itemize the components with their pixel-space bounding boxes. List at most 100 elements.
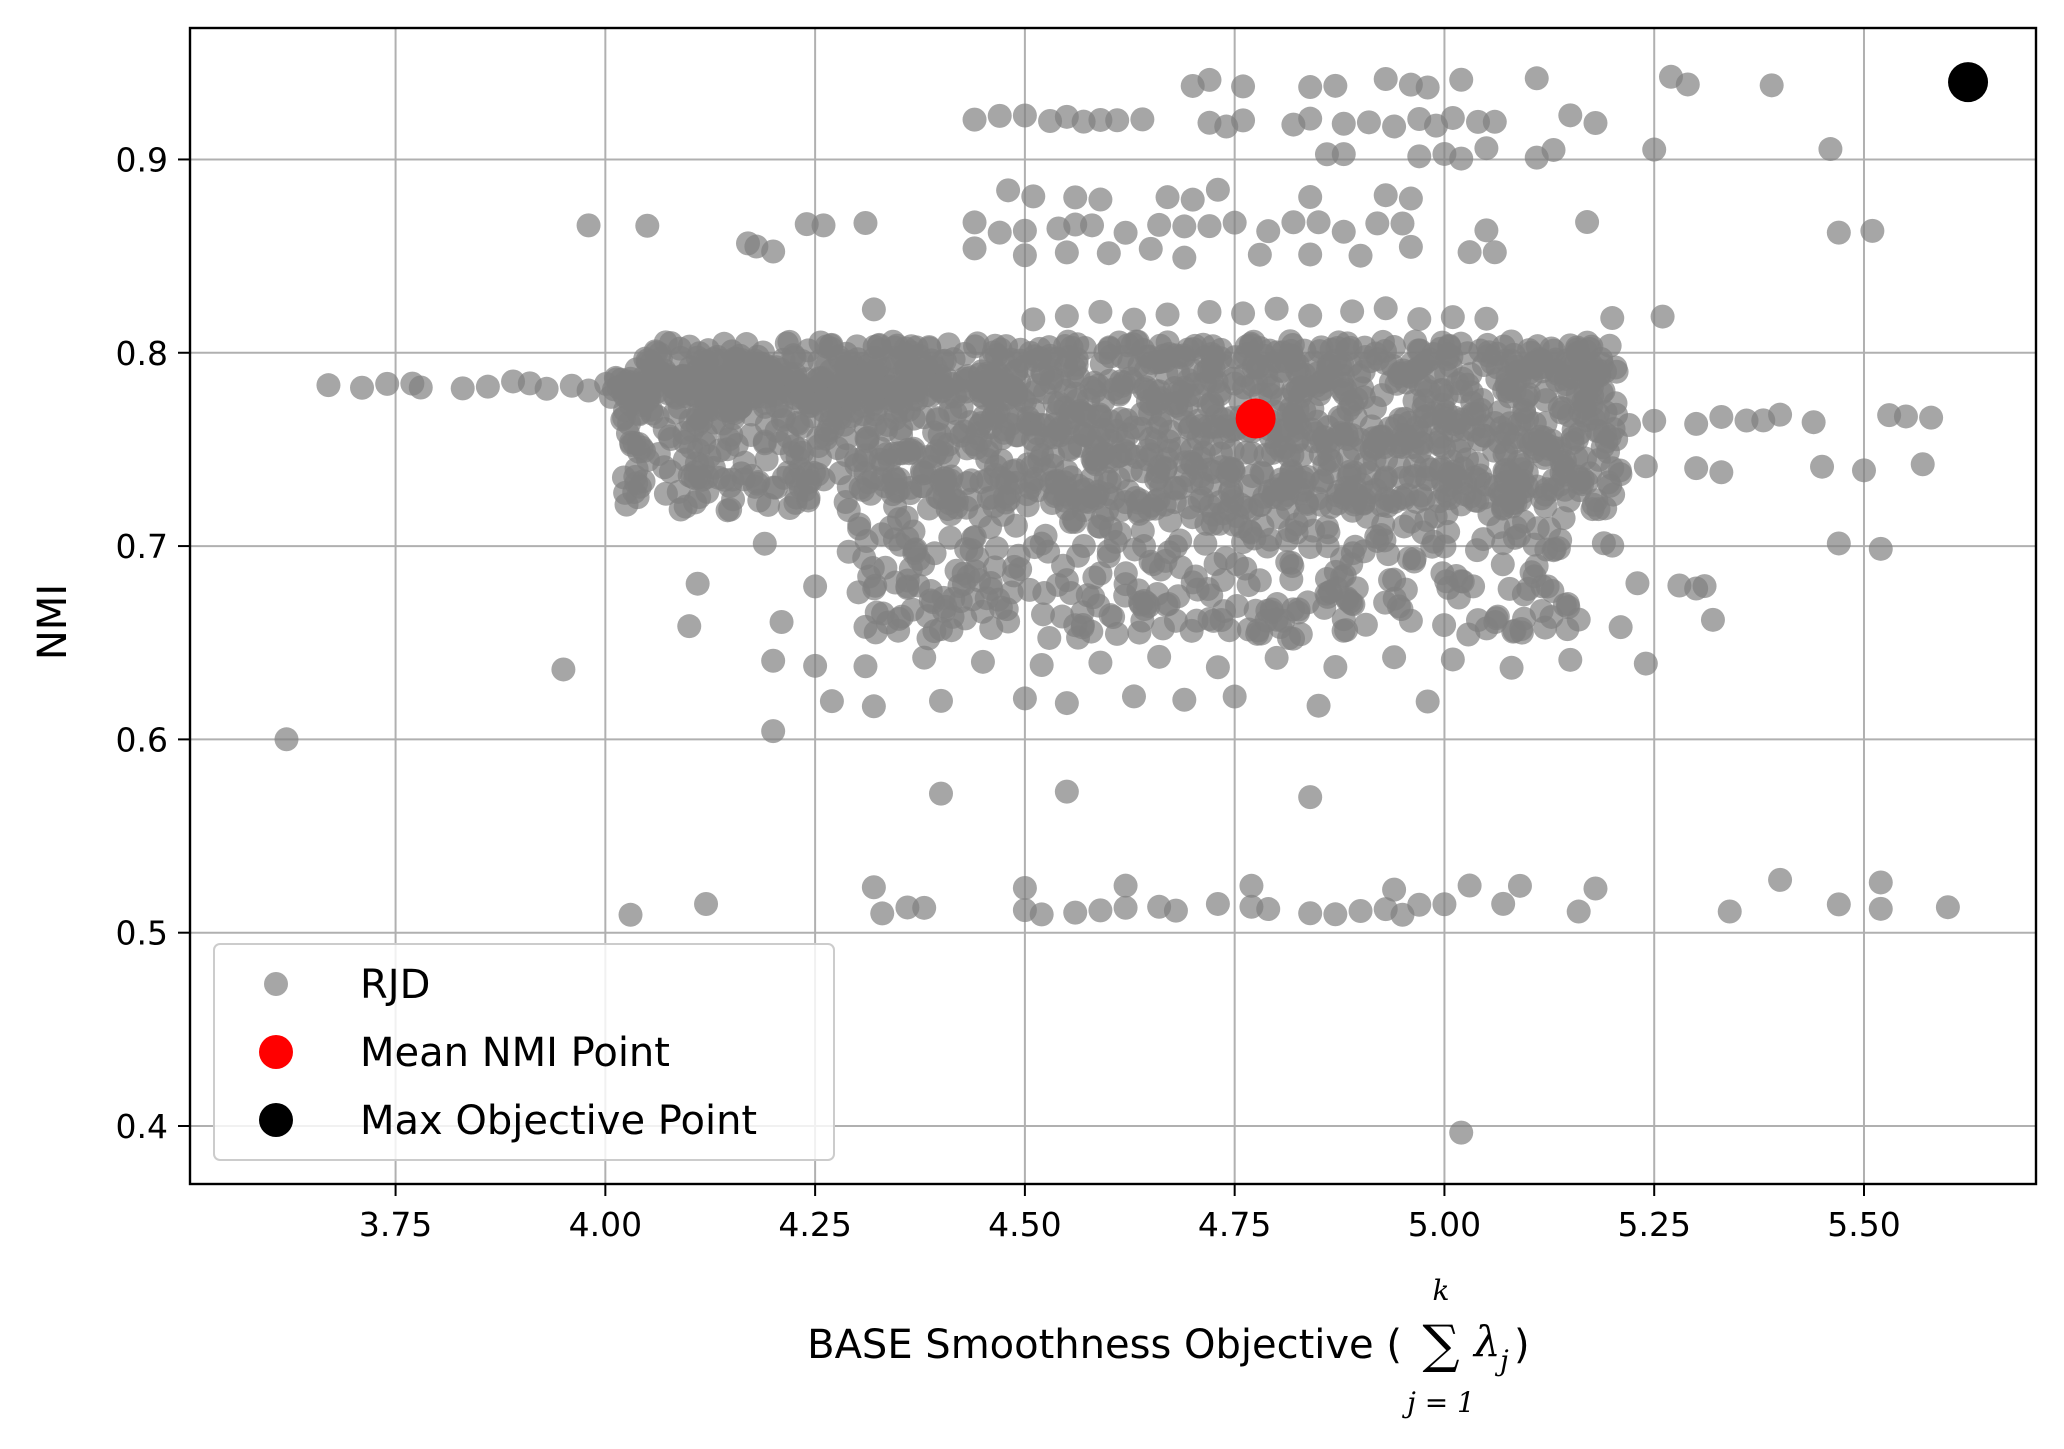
- rjd-point: [1443, 465, 1468, 490]
- rjd-point: [1541, 538, 1566, 563]
- rjd-point: [1222, 210, 1247, 235]
- rjd-point: [1031, 602, 1056, 627]
- rjd-point: [618, 902, 643, 927]
- rjd-point: [1528, 424, 1553, 449]
- rjd-point: [1172, 245, 1197, 270]
- rjd-point: [1295, 590, 1320, 615]
- rjd-point: [1382, 114, 1407, 139]
- x-axis-sum-top: k: [1433, 1274, 1450, 1307]
- rjd-point: [1126, 490, 1151, 515]
- rjd-point: [1166, 380, 1191, 405]
- rjd-point: [1146, 459, 1171, 484]
- rjd-point: [993, 490, 1018, 515]
- rjd-point: [375, 371, 400, 396]
- rjd-point: [912, 895, 937, 920]
- rjd-point: [1054, 304, 1079, 329]
- rjd-point: [1482, 240, 1507, 265]
- rjd-point: [1003, 513, 1028, 538]
- rjd-point: [1298, 75, 1323, 100]
- rjd-point: [967, 374, 992, 399]
- rjd-point: [1566, 899, 1591, 924]
- rjd-point: [1166, 361, 1191, 386]
- rjd-point: [1558, 103, 1583, 128]
- rjd-point: [1061, 507, 1086, 532]
- rjd-point: [895, 895, 920, 920]
- rjd-point: [1675, 72, 1700, 97]
- rjd-point: [1071, 534, 1096, 559]
- rjd-point: [1709, 404, 1734, 429]
- rjd-point: [685, 412, 710, 437]
- rjd-point: [1342, 492, 1367, 517]
- data-points: [274, 62, 1989, 1145]
- rjd-point: [1096, 241, 1121, 266]
- x-axis-label-close: ): [1514, 1322, 1530, 1368]
- rjd-point: [1583, 876, 1608, 901]
- rjd-point: [1106, 466, 1131, 491]
- x-axis-ticks: 3.75 4.00 4.25 4.50 4.75 5.00 5.25 5.50: [359, 1184, 1901, 1244]
- rjd-point: [1107, 382, 1132, 407]
- rjd-point: [1449, 1120, 1474, 1145]
- rjd-point: [1172, 214, 1197, 239]
- rjd-point: [1447, 438, 1472, 463]
- rjd-point: [1246, 618, 1271, 643]
- rjd-point: [1064, 352, 1089, 377]
- rjd-point: [922, 541, 947, 566]
- rjd-point: [1088, 898, 1113, 923]
- rjd-point: [1012, 218, 1037, 243]
- rjd-point: [910, 461, 935, 486]
- rjd-point: [860, 556, 885, 581]
- rjd-point: [677, 614, 702, 639]
- rjd-point: [1581, 492, 1606, 517]
- rjd-point: [853, 461, 878, 486]
- rjd-point: [1256, 219, 1281, 244]
- rjd-point: [1205, 891, 1230, 916]
- rjd-point: [803, 574, 828, 599]
- rjd-point: [918, 588, 943, 613]
- rjd-point: [1037, 335, 1062, 360]
- rjd-point: [863, 413, 888, 438]
- rjd-point: [1572, 395, 1597, 420]
- rjd-point: [1197, 606, 1222, 631]
- rjd-point: [1509, 617, 1534, 642]
- rjd-point: [1063, 613, 1088, 638]
- rjd-point: [761, 239, 786, 264]
- rjd-point: [1306, 210, 1331, 235]
- legend-marker-mean: [259, 1035, 293, 1069]
- rjd-point: [1642, 137, 1667, 162]
- rjd-point: [1826, 892, 1851, 917]
- rjd-point: [930, 440, 955, 465]
- rjd-point: [619, 373, 644, 398]
- rjd-point: [1319, 494, 1344, 519]
- rjd-point: [450, 376, 475, 401]
- rjd-point: [903, 537, 928, 562]
- rjd-point: [1264, 645, 1289, 670]
- rjd-point: [1421, 401, 1446, 426]
- rjd-point: [1129, 401, 1154, 426]
- rjd-point: [1239, 873, 1264, 898]
- rjd-point: [1180, 187, 1205, 212]
- rjd-point: [1692, 574, 1717, 599]
- y-axis-title: NMI: [30, 584, 76, 660]
- rjd-point: [1264, 607, 1289, 632]
- rjd-point: [1088, 107, 1113, 132]
- rjd-point: [1474, 136, 1499, 161]
- rjd-point: [1105, 108, 1130, 133]
- rjd-point: [1387, 364, 1412, 389]
- rjd-point: [1063, 900, 1088, 925]
- rjd-point: [1398, 234, 1423, 259]
- rjd-point: [1255, 534, 1280, 559]
- rjd-point: [1388, 407, 1413, 432]
- rjd-point: [1601, 482, 1626, 507]
- rjd-point: [1440, 305, 1465, 330]
- y-tick-label: 0.8: [116, 334, 168, 373]
- rjd-point: [647, 341, 672, 366]
- y-tick-label: 0.5: [116, 914, 168, 953]
- x-tick-label: 5.00: [1408, 1205, 1481, 1244]
- rjd-point: [1369, 492, 1394, 517]
- rjd-point: [475, 374, 500, 399]
- rjd-point: [1323, 902, 1348, 927]
- rjd-point: [941, 347, 966, 372]
- rjd-point: [1416, 379, 1441, 404]
- rjd-point: [853, 614, 878, 639]
